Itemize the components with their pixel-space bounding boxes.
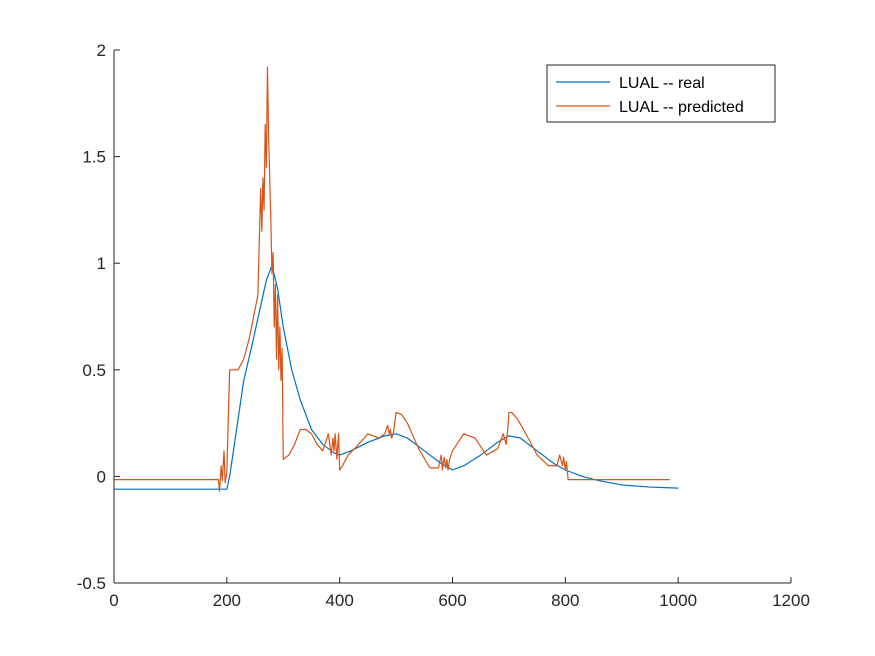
y-ticks: -0.5 0 0.5 1 1.5 2 (77, 41, 120, 593)
series-line-real (114, 264, 679, 490)
x-tick-label: 1200 (772, 591, 810, 610)
legend: LUAL -- real LUAL -- predicted (546, 64, 776, 123)
y-tick-label: 0.5 (82, 361, 106, 380)
x-tick-label: 200 (213, 591, 241, 610)
x-tick-label: 400 (325, 591, 353, 610)
series-layer (114, 66, 679, 492)
x-tick-label: 600 (438, 591, 466, 610)
x-tick-label: 1000 (659, 591, 697, 610)
y-tick-label: -0.5 (77, 574, 106, 593)
series-line-predicted (114, 66, 670, 492)
x-ticks: 0 200 400 600 800 1000 1200 (109, 577, 810, 610)
x-tick-label: 800 (551, 591, 579, 610)
y-tick-label: 1.5 (82, 148, 106, 167)
legend-label-predicted: LUAL -- predicted (619, 99, 744, 116)
plot-area (114, 50, 791, 583)
legend-box (546, 64, 776, 123)
y-tick-label: 1 (97, 254, 106, 273)
y-tick-label: 2 (97, 41, 106, 60)
legend-label-real: LUAL -- real (619, 75, 705, 92)
y-tick-label: 0 (97, 467, 106, 486)
x-tick-label: 0 (109, 591, 118, 610)
